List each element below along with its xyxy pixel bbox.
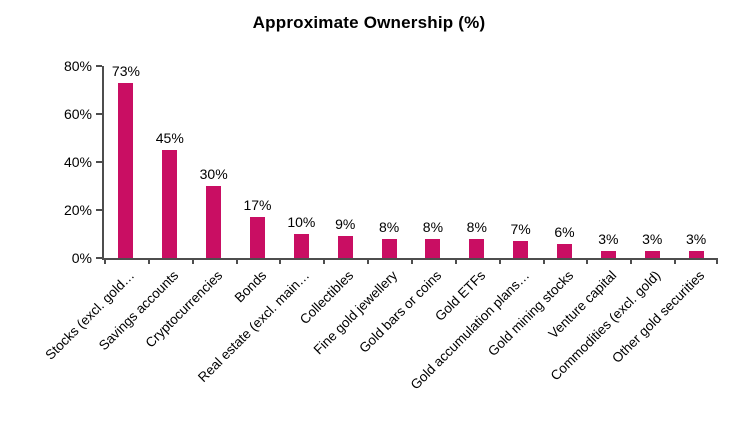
x-axis-label: Venture capital: [545, 267, 620, 342]
bar: [557, 243, 572, 258]
x-axis-tick: [279, 258, 281, 264]
bar: [293, 234, 309, 258]
bar: [337, 236, 353, 258]
bar: [381, 238, 397, 258]
bar-value-label: 8%: [466, 218, 487, 235]
y-axis-tick: [96, 113, 102, 115]
bar-value-label: 8%: [422, 218, 444, 235]
bar: [688, 250, 704, 258]
bar-value-label: 9%: [335, 216, 356, 233]
bar: [469, 238, 485, 258]
plot-area: 0% 20% 40% 60% 80% 73% Stocks (excl. gold… 45% S…: [42, 58, 718, 392]
bar: [118, 82, 134, 258]
bar: [250, 217, 265, 258]
y-axis-label: 20%: [63, 202, 92, 218]
bar-value-label: 17%: [243, 197, 272, 214]
bar-value-label: 30%: [199, 166, 228, 182]
bar-value-label: 6%: [554, 223, 575, 240]
bar-value-label: 73%: [111, 62, 140, 79]
x-axis-tick: [499, 258, 501, 264]
bar: [206, 186, 222, 258]
y-axis-label: 80%: [63, 58, 92, 74]
bar: [644, 250, 660, 258]
bar-value-label: 3%: [685, 230, 707, 247]
x-axis-tick: [148, 258, 150, 264]
x-axis-tick: [543, 258, 545, 264]
x-axis-tick: [411, 258, 413, 264]
x-axis-tick: [323, 258, 325, 264]
bar-value-label: 45%: [155, 130, 184, 146]
y-axis-tick: [96, 65, 102, 67]
y-axis-tick: [96, 209, 102, 211]
bar-value-label: 7%: [510, 221, 531, 238]
bar-value-label: 3%: [642, 230, 663, 247]
x-axis-tick: [236, 258, 238, 264]
x-axis-label: Other gold securities: [609, 267, 708, 366]
y-axis-tick: [96, 257, 102, 259]
y-axis-tick: [96, 161, 102, 163]
bar-value-label: 8%: [378, 218, 400, 235]
chart-title: Approximate Ownership (%): [252, 13, 486, 32]
x-axis-tick: [586, 258, 588, 264]
bar-value-label: 3%: [598, 230, 619, 247]
x-axis-tick: [192, 258, 194, 264]
x-axis-tick: [104, 258, 106, 264]
x-axis-tick: [367, 258, 369, 264]
y-axis-label: 0%: [71, 250, 92, 266]
bar: [600, 250, 616, 258]
x-axis-tick: [630, 258, 632, 264]
bar-value-label: 10%: [287, 214, 316, 230]
bar: [425, 238, 441, 258]
y-axis-label: 60%: [63, 106, 92, 122]
x-axis-tick: [674, 258, 676, 264]
bar: [513, 241, 529, 258]
bar: [162, 150, 178, 258]
x-axis-tick: [455, 258, 457, 264]
y-axis-label: 40%: [63, 154, 92, 170]
x-axis-tick: [716, 258, 718, 264]
